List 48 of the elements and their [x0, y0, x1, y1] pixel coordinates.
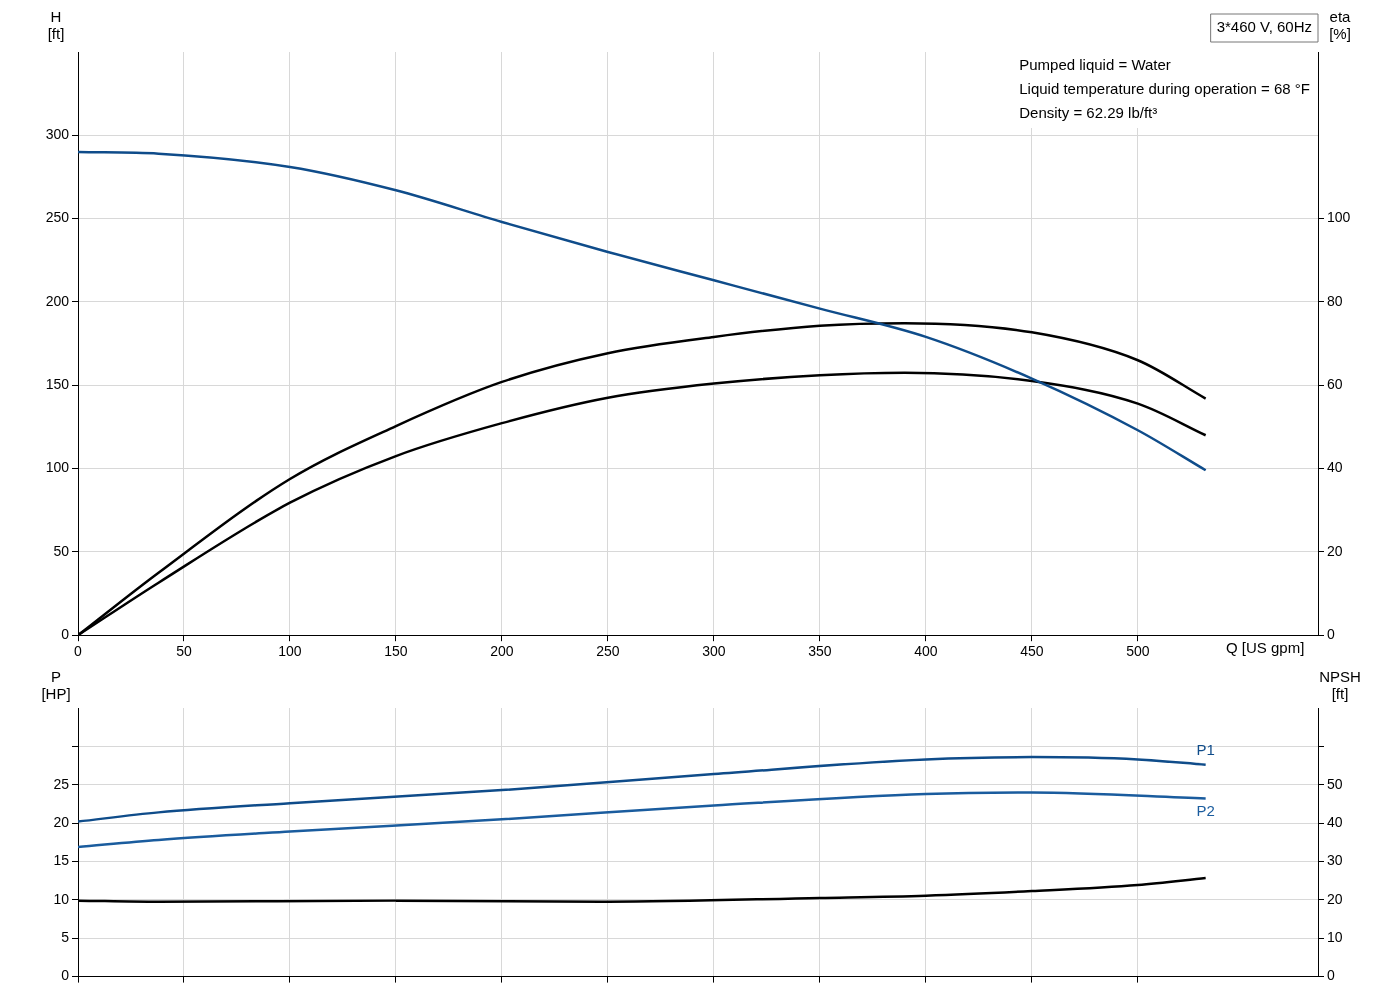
- y-axis-title: H [ft]: [47, 7, 65, 42]
- text: 3*460 V, 60Hz: [1216, 18, 1312, 36]
- x-tick-label: 300: [702, 643, 726, 660]
- x-axis-title: Q [US gpm]: [1226, 638, 1305, 656]
- y2-tick-label: 100: [1327, 209, 1351, 226]
- y-tick-label: 300: [45, 126, 70, 143]
- x-tick-label: 350: [808, 643, 832, 660]
- y2-tick-label: 0: [1327, 967, 1335, 984]
- y2-tick-label: 50: [1327, 775, 1343, 792]
- y2-tick-label: 40: [1327, 813, 1343, 830]
- series-label: P1: [1196, 741, 1215, 759]
- series-label: P2: [1196, 802, 1215, 820]
- x-tick-label: 100: [278, 643, 302, 660]
- y2-axis-title: NPSH [ft]: [1319, 667, 1361, 702]
- y2-tick-label: 0: [1327, 626, 1335, 643]
- annotation: Liquid temperature during operation = 68 °F: [1019, 80, 1310, 98]
- y2-tick-label: 20: [1327, 890, 1343, 907]
- y-tick-label: 100: [45, 459, 70, 476]
- y2-axis-title: eta [%]: [1329, 7, 1352, 42]
- x-tick-label: 450: [1020, 643, 1044, 660]
- y2-tick-label: 10: [1327, 929, 1343, 946]
- annotation: Pumped liquid = Water: [1019, 56, 1171, 74]
- x-tick-label: 0: [74, 643, 83, 660]
- y2-tick-label: 80: [1327, 292, 1343, 309]
- x-tick-label: 500: [1126, 643, 1150, 660]
- y-tick-label: 10: [53, 890, 70, 907]
- line-series: [78, 150, 1207, 472]
- y-tick-label: 0: [61, 626, 70, 643]
- y-tick-label: 0: [61, 967, 70, 984]
- y-axis-title: P [HP]: [41, 667, 71, 702]
- y-tick-label: 5: [61, 929, 70, 946]
- y2-tick-label: 30: [1327, 852, 1343, 869]
- y-tick-label: 15: [53, 852, 70, 869]
- x-tick-label: 50: [176, 643, 192, 660]
- annotation: Density = 62.29 lb/ft³: [1019, 104, 1158, 122]
- x-tick-label: 400: [914, 643, 938, 660]
- y-tick-label: 50: [53, 542, 70, 559]
- x-tick-label: 200: [490, 643, 514, 660]
- y-tick-label: 25: [53, 775, 70, 792]
- x-tick-label: 250: [596, 643, 620, 660]
- y2-tick-label: 40: [1327, 459, 1343, 476]
- y-tick-label: 150: [45, 376, 70, 393]
- y-tick-label: 20: [53, 813, 70, 830]
- y2-tick-label: 20: [1327, 542, 1343, 559]
- y-tick-label: 200: [45, 292, 70, 309]
- x-tick-label: 150: [384, 643, 408, 660]
- y-tick-label: 250: [45, 209, 70, 226]
- y2-tick-label: 60: [1327, 376, 1343, 393]
